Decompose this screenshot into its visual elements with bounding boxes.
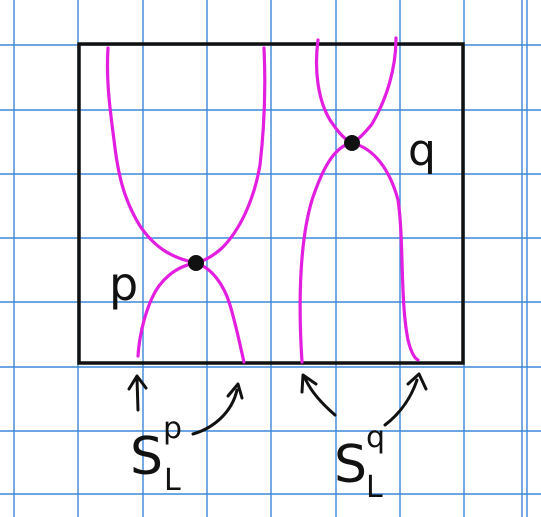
strands bbox=[105, 36, 420, 364]
strand-p-upper-left bbox=[105, 46, 198, 265]
arrow-up-left-icon bbox=[127, 374, 148, 412]
label-s-left: S p L bbox=[130, 411, 182, 498]
strand-q-upper-right bbox=[350, 36, 398, 145]
arrows bbox=[127, 372, 428, 436]
point-p-dot bbox=[188, 255, 204, 271]
strand-p-upper-right bbox=[194, 46, 267, 265]
square-frame bbox=[77, 42, 465, 365]
label-s-right-main: S bbox=[334, 435, 367, 495]
label-s-left-sub: L bbox=[164, 463, 181, 498]
strand-q-lower-right bbox=[350, 141, 420, 362]
label-s-right: S q L bbox=[334, 420, 385, 505]
arrow-curved-q-right-icon bbox=[383, 372, 428, 427]
strand-q-lower-left bbox=[298, 141, 354, 364]
point-q-dot bbox=[344, 135, 360, 151]
strand-p-lower-left bbox=[136, 261, 198, 358]
label-p: p bbox=[109, 257, 138, 311]
arrow-curved-p-right-icon bbox=[191, 382, 244, 436]
arrow-curved-q-left-icon bbox=[300, 373, 337, 417]
label-q: q bbox=[408, 125, 436, 176]
label-s-right-sup: q bbox=[366, 420, 385, 455]
label-s-left-main: S bbox=[130, 427, 163, 487]
label-s-right-sub: L bbox=[366, 470, 383, 505]
label-s-left-sup: p bbox=[163, 411, 182, 446]
strand-q-upper-left bbox=[314, 38, 354, 145]
strand-p-lower-right bbox=[194, 261, 246, 364]
